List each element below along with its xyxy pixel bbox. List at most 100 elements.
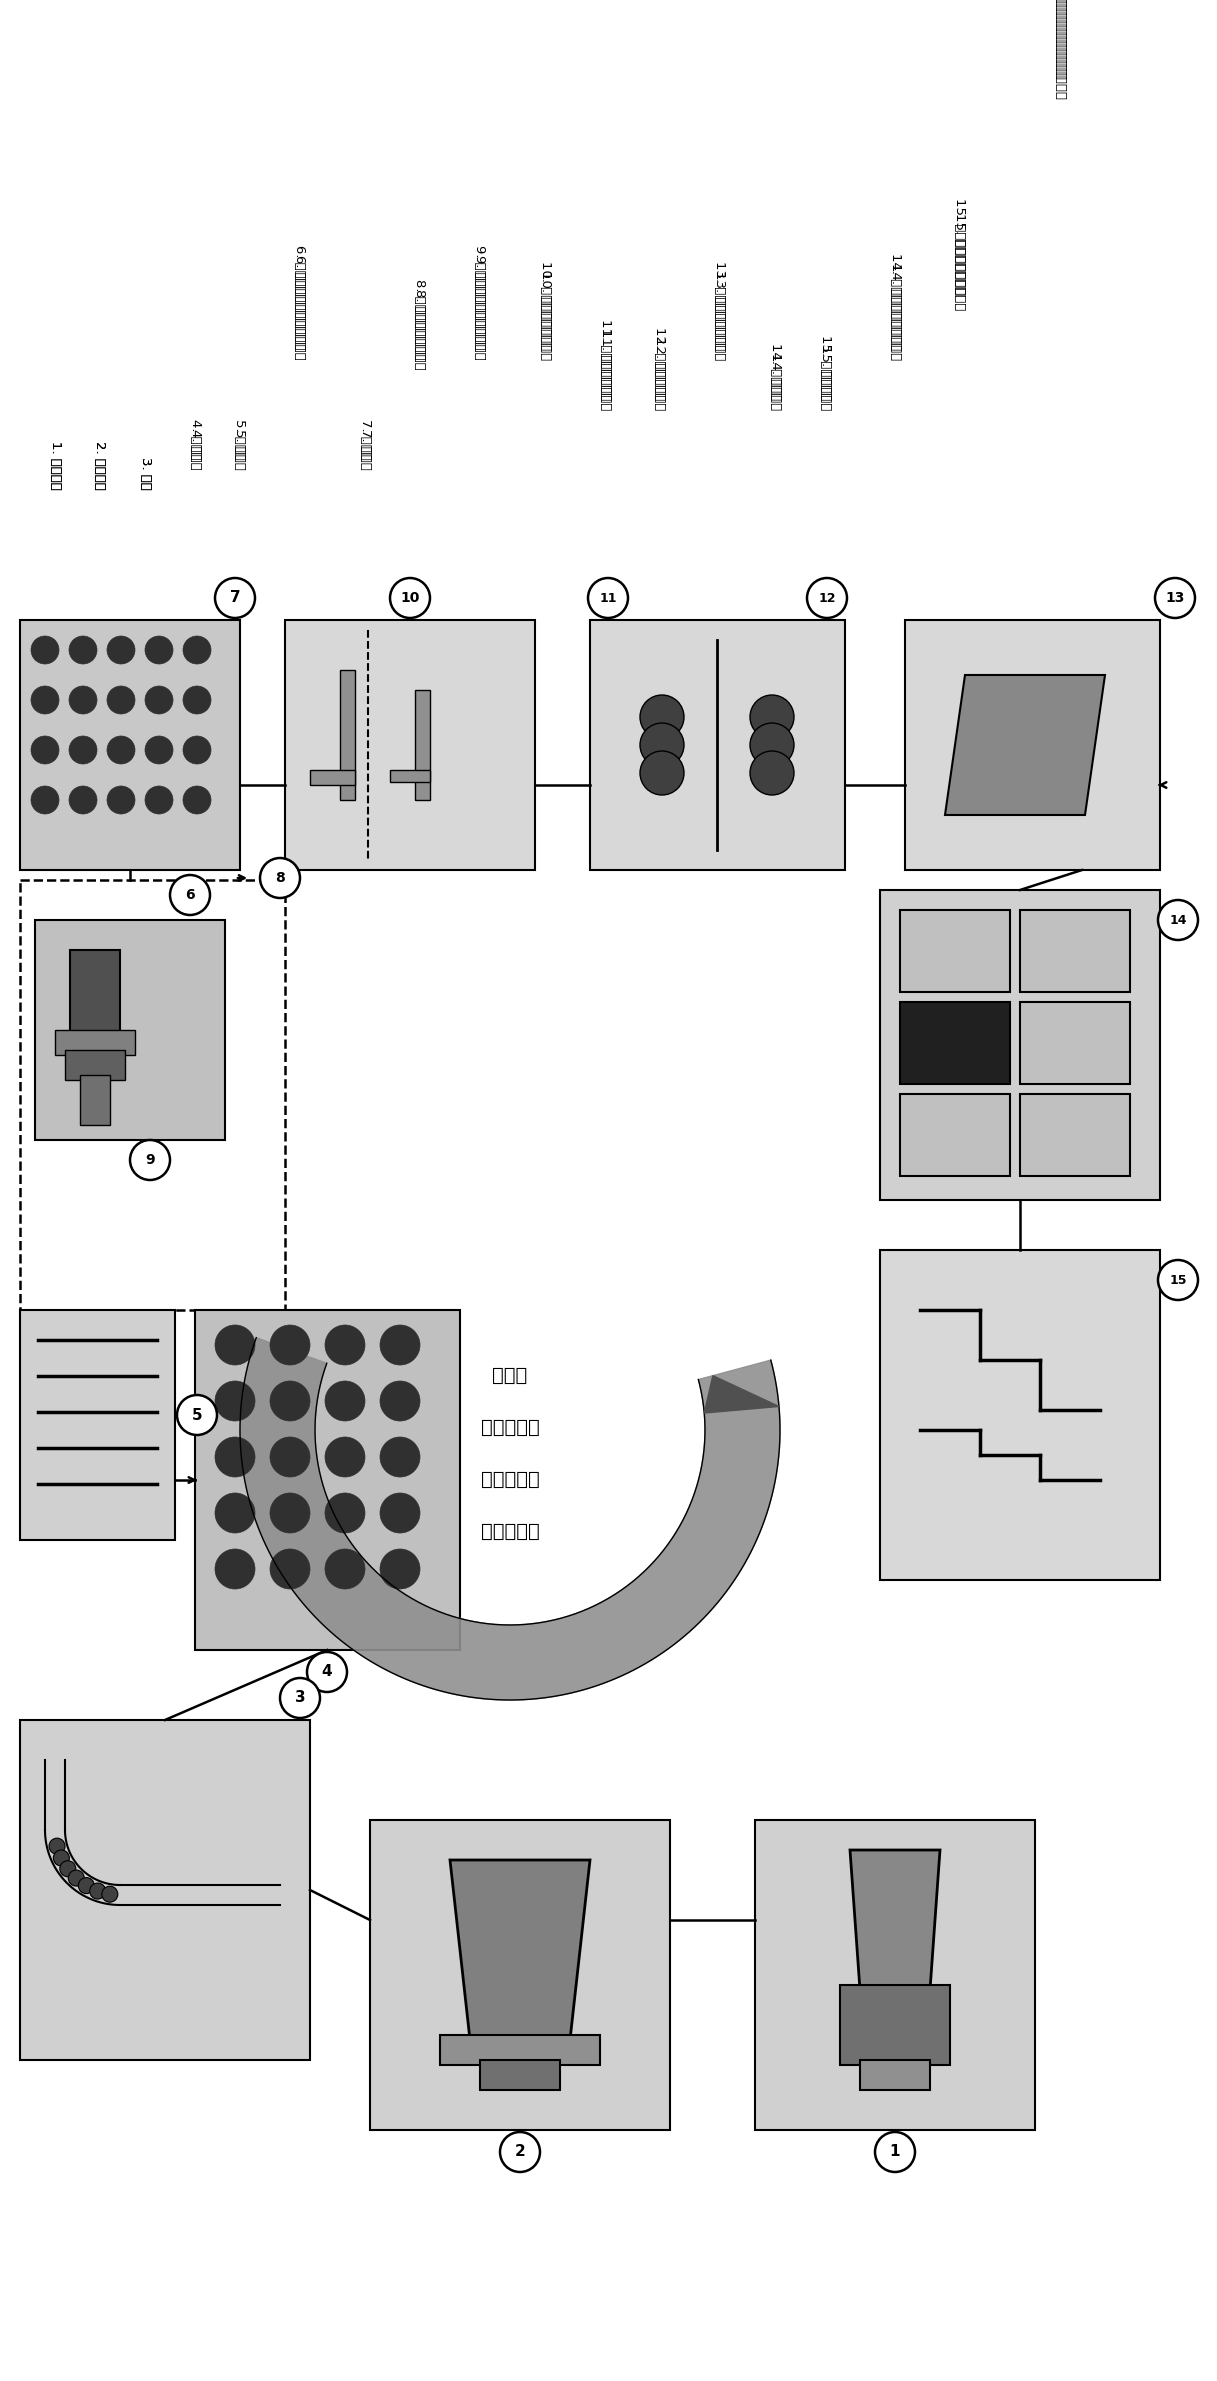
Circle shape bbox=[145, 786, 173, 814]
Circle shape bbox=[325, 1381, 365, 1421]
Text: 8. 冷轧轮（可选的）: 8. 冷轧轮（可选的） bbox=[414, 288, 426, 369]
Circle shape bbox=[588, 579, 628, 619]
Text: 9. 冷带的软退火（可选的）: 9. 冷带的软退火（可选的） bbox=[473, 245, 487, 350]
Text: 4: 4 bbox=[321, 1664, 332, 1679]
Text: 12: 12 bbox=[818, 590, 836, 605]
Text: 10. 连续退火／热浸镀: 10. 连续退火／热浸镀 bbox=[538, 262, 551, 350]
Text: 15. 淬火工艺（可选的）: 15. 淬火工艺（可选的） bbox=[953, 198, 966, 295]
Text: 3. 挤出: 3. 挤出 bbox=[139, 457, 151, 490]
Circle shape bbox=[183, 686, 211, 714]
Bar bbox=[35, 919, 225, 1140]
Text: 2. 二次冶炼: 2. 二次冶炼 bbox=[94, 440, 107, 490]
Bar bbox=[901, 910, 1010, 993]
Text: 6. 热带的软退火（可选的）: 6. 热带的软退火（可选的） bbox=[293, 245, 307, 350]
Text: 3. 挤出: 3. 挤出 bbox=[139, 457, 151, 490]
Text: 过程链: 过程链 bbox=[493, 1364, 528, 1383]
Text: 13: 13 bbox=[1166, 590, 1184, 605]
Circle shape bbox=[325, 1324, 365, 1364]
Text: 9: 9 bbox=[145, 1152, 155, 1167]
Circle shape bbox=[325, 1550, 365, 1588]
Circle shape bbox=[107, 736, 135, 764]
Bar bbox=[285, 619, 535, 869]
Circle shape bbox=[69, 686, 97, 714]
Text: 14. 冷却工艺（可选的）: 14. 冷却工艺（可选的） bbox=[888, 262, 902, 360]
Text: 制造和淬火: 制造和淬火 bbox=[481, 1521, 539, 1541]
Text: 15. 淬火工艺（可选的）: 15. 淬火工艺（可选的） bbox=[953, 212, 966, 310]
Circle shape bbox=[183, 736, 211, 764]
Text: 1. 高炉过程: 1. 高炉过程 bbox=[49, 440, 62, 490]
Bar bbox=[880, 890, 1160, 1200]
Circle shape bbox=[640, 750, 684, 795]
Text: 13. 拉－弯－矫直单元: 13. 拉－弯－矫直单元 bbox=[713, 271, 727, 360]
Circle shape bbox=[750, 695, 793, 738]
Text: （例如带可选的调质的空气硬化）: （例如带可选的调质的空气硬化） bbox=[1054, 0, 1066, 81]
Text: 15. 零部件制造: 15. 零部件制造 bbox=[819, 345, 831, 410]
Circle shape bbox=[69, 786, 97, 814]
Text: 12. 连续调质轧延: 12. 连续调质轧延 bbox=[654, 326, 667, 400]
Bar bbox=[1020, 1093, 1131, 1176]
Bar bbox=[590, 619, 845, 869]
Circle shape bbox=[215, 1550, 256, 1588]
Text: 2. 二次冶炼: 2. 二次冶炼 bbox=[94, 440, 107, 490]
Circle shape bbox=[68, 1869, 84, 1886]
Text: 11. 连续退火／热延: 11. 连续退火／热延 bbox=[599, 319, 611, 400]
Circle shape bbox=[60, 1862, 75, 1876]
Bar bbox=[441, 2036, 600, 2064]
Circle shape bbox=[640, 695, 684, 738]
Text: （例如带可选的调质的空气硬化）: （例如带可选的调质的空气硬化） bbox=[1054, 0, 1066, 100]
Circle shape bbox=[30, 636, 58, 664]
Text: 11. 连续退火／热延: 11. 连续退火／热延 bbox=[599, 329, 611, 410]
Circle shape bbox=[750, 750, 793, 795]
Text: 12. 连续调质轧延: 12. 连续调质轧延 bbox=[654, 336, 667, 410]
Bar bbox=[901, 1093, 1010, 1176]
Text: 4. 热轧制: 4. 热轧制 bbox=[189, 419, 202, 460]
Bar bbox=[340, 669, 355, 800]
Circle shape bbox=[215, 1381, 256, 1421]
Text: 7: 7 bbox=[230, 590, 240, 605]
Circle shape bbox=[215, 1324, 256, 1364]
Circle shape bbox=[183, 786, 211, 814]
Circle shape bbox=[69, 736, 97, 764]
Circle shape bbox=[640, 724, 684, 767]
Circle shape bbox=[145, 636, 173, 664]
Circle shape bbox=[170, 874, 211, 914]
Circle shape bbox=[270, 1438, 310, 1476]
Bar bbox=[479, 2060, 560, 2091]
Circle shape bbox=[145, 736, 173, 764]
Circle shape bbox=[270, 1381, 310, 1421]
Circle shape bbox=[750, 724, 793, 767]
Circle shape bbox=[270, 1550, 310, 1588]
Circle shape bbox=[215, 579, 256, 619]
Circle shape bbox=[90, 1883, 106, 1900]
Text: 9. 冷带的软退火（可选的）: 9. 冷带的软退火（可选的） bbox=[473, 255, 487, 360]
Bar bbox=[195, 1310, 460, 1650]
Bar bbox=[19, 1719, 310, 2060]
Text: 6: 6 bbox=[185, 888, 195, 902]
Text: 15: 15 bbox=[1170, 1274, 1187, 1286]
Polygon shape bbox=[705, 1376, 779, 1412]
Bar bbox=[860, 2060, 930, 2091]
Circle shape bbox=[807, 579, 847, 619]
Bar bbox=[1020, 1002, 1131, 1083]
Text: 7. 热轧制: 7. 热轧制 bbox=[359, 429, 371, 469]
Text: 1. 高炉过程: 1. 高炉过程 bbox=[49, 440, 62, 490]
Bar bbox=[19, 619, 240, 869]
Circle shape bbox=[54, 1850, 69, 1867]
Bar bbox=[880, 1250, 1160, 1581]
Bar bbox=[415, 690, 430, 800]
Text: 14. 毛坯切割: 14. 毛坯切割 bbox=[768, 352, 781, 410]
Circle shape bbox=[30, 736, 58, 764]
Circle shape bbox=[130, 1140, 170, 1181]
Circle shape bbox=[69, 636, 97, 664]
Bar bbox=[1020, 910, 1131, 993]
Text: 5. 酸清洁: 5. 酸清洁 bbox=[234, 429, 247, 469]
Circle shape bbox=[380, 1324, 420, 1364]
Circle shape bbox=[176, 1395, 217, 1436]
Text: 8: 8 bbox=[275, 871, 285, 886]
Circle shape bbox=[380, 1550, 420, 1588]
Circle shape bbox=[107, 686, 135, 714]
Bar bbox=[901, 1002, 1010, 1083]
Text: 7. 热轧制: 7. 热轧制 bbox=[359, 419, 371, 460]
Text: 4. 热轧制: 4. 热轧制 bbox=[189, 429, 202, 469]
Text: 14: 14 bbox=[1170, 914, 1187, 926]
